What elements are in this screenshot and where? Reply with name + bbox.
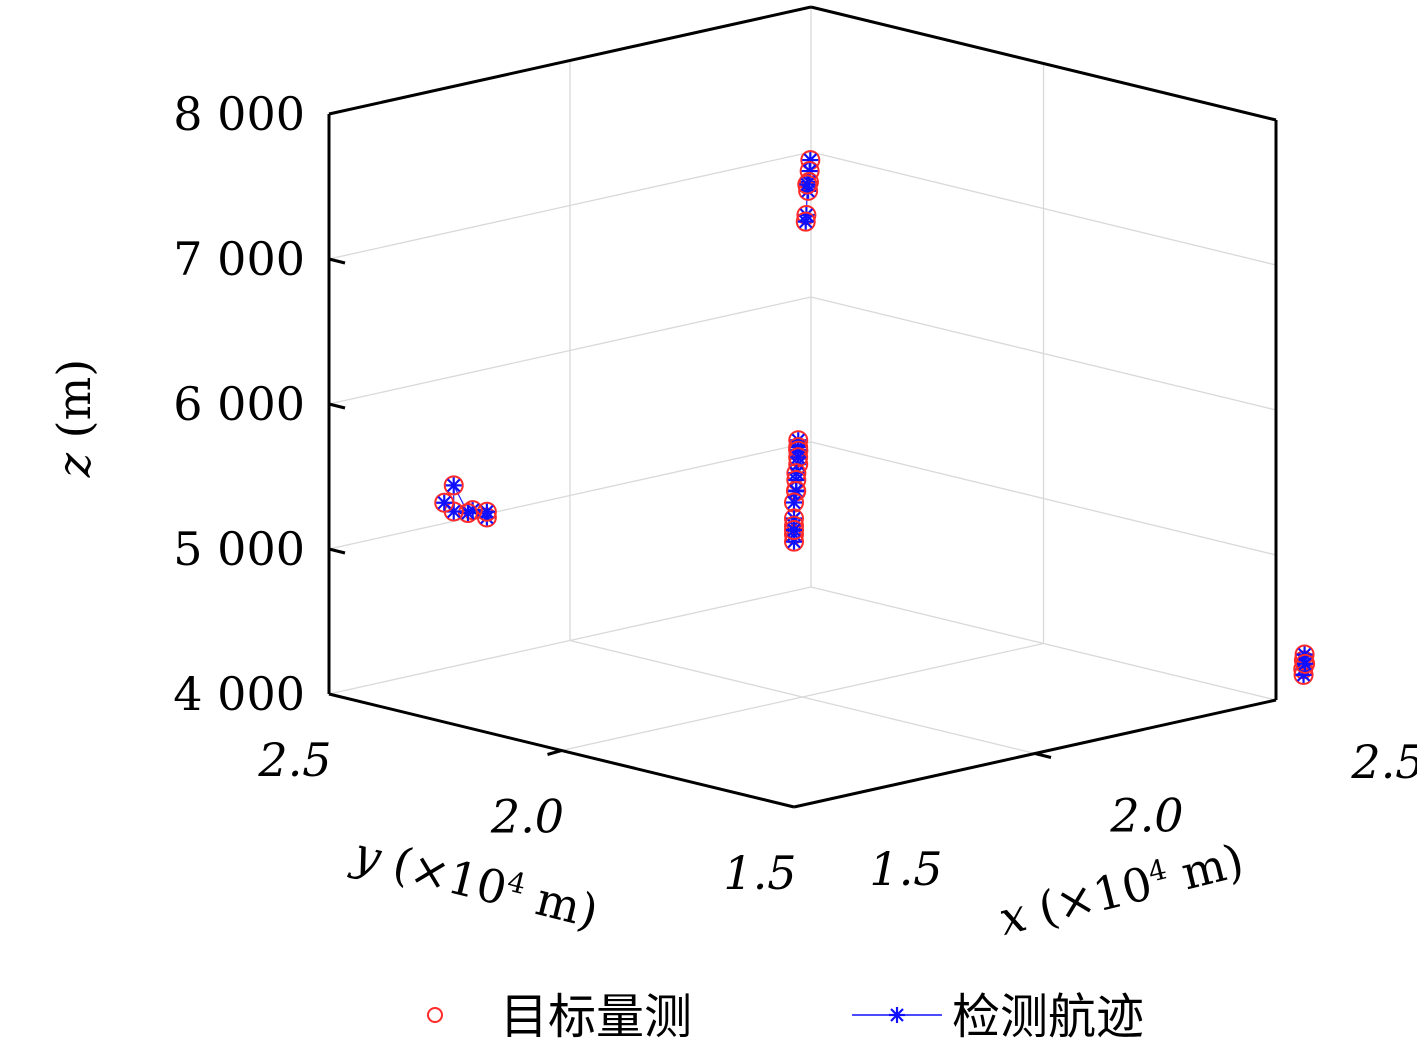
top-edge-right xyxy=(810,5,1277,122)
legend-item-track: 检测航迹 xyxy=(852,989,1144,1045)
z-axis-label: z (m) xyxy=(47,359,101,478)
x-tick-label: 1.5 xyxy=(869,842,942,896)
measurement-point xyxy=(476,501,497,522)
z-tick-label: 6 000 xyxy=(173,377,305,431)
z-tick-label: 8 000 xyxy=(173,87,305,141)
floor-back-edge-x xyxy=(328,586,812,695)
track-marker xyxy=(436,494,453,511)
legend-marker-star xyxy=(889,1007,905,1023)
legend: 目标量测 检测航迹 xyxy=(427,989,1144,1045)
marks-layer xyxy=(434,150,1316,685)
x-tick-label: 2.0 xyxy=(1109,789,1183,843)
z-tick-label: 7 000 xyxy=(173,232,305,286)
track-marker xyxy=(797,213,814,230)
z-tick-mark xyxy=(328,547,346,555)
floor-back-edge-y xyxy=(810,586,1277,701)
legend-label-measurement: 目标量测 xyxy=(500,989,692,1045)
legend-marker-circle xyxy=(427,1007,443,1023)
measurement-point xyxy=(457,503,478,524)
track-marker xyxy=(445,503,462,520)
legend-label-track: 检测航迹 xyxy=(952,989,1144,1045)
x-tick-label: 2.5 xyxy=(1350,735,1417,789)
track-marker xyxy=(445,477,462,494)
track-marker xyxy=(478,503,495,520)
measurement-point xyxy=(784,520,804,541)
track-marker xyxy=(786,494,802,511)
measurement-point xyxy=(434,492,455,513)
y-tick-label: 1.5 xyxy=(723,846,796,900)
track-marker xyxy=(1297,655,1314,672)
track-marker xyxy=(799,176,816,193)
track-marker xyxy=(790,449,807,466)
measurement-point xyxy=(797,174,818,195)
axes-layer xyxy=(327,5,1278,809)
x-tick-mark xyxy=(1034,752,1052,759)
legend-item-measurement: 目标量测 xyxy=(427,989,692,1045)
grid-line-y-floor xyxy=(561,642,1044,752)
top-edge-left xyxy=(328,5,812,116)
track-marker xyxy=(786,522,802,539)
y-tick-mark xyxy=(547,749,562,756)
measurement-point xyxy=(795,211,816,232)
z-tick-label: 4 000 xyxy=(173,667,305,721)
measurement-point xyxy=(1295,653,1316,674)
z-tick-mark xyxy=(328,402,346,410)
y-axis-label: y (×104 m) xyxy=(346,826,603,939)
z-tick-label: 5 000 xyxy=(173,522,305,576)
labels-layer: 1.5 2.0 2.5 1.5 2.0 2.5 4 000 5 000 6 000 7 000 8 … xyxy=(47,87,1417,946)
z-tick-mark xyxy=(328,257,346,265)
y-tick-label: 2.5 xyxy=(257,733,331,787)
x-axis-label: x (×104 m) xyxy=(993,833,1248,946)
measurement-point xyxy=(788,447,809,468)
measurement-point xyxy=(443,475,464,496)
y-tick-label: 2.0 xyxy=(490,790,564,844)
grid-layer xyxy=(328,7,1277,755)
